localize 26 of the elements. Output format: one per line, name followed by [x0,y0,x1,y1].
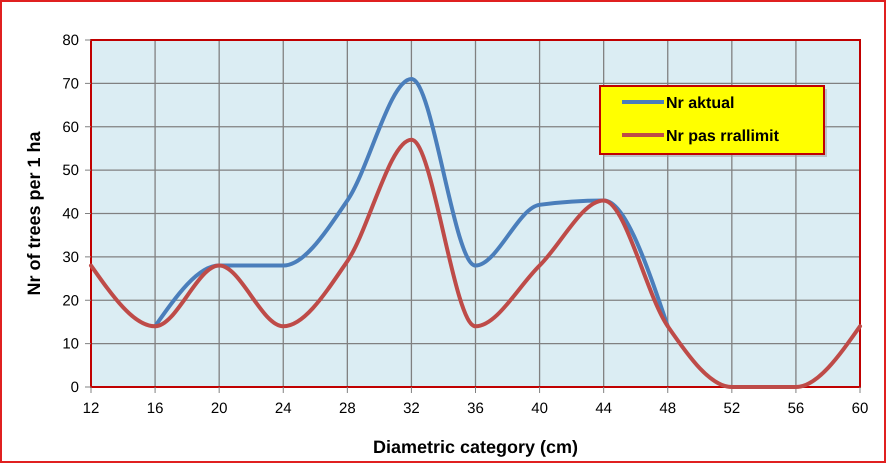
x-tick-label: 32 [403,400,420,417]
x-tick-label: 28 [338,400,356,417]
y-tick-label: 60 [62,118,79,136]
y-tick-label: 70 [62,75,79,92]
legend-label: Nr aktual [666,95,734,112]
x-tick-label: 56 [788,400,804,417]
y-tick-label: 0 [70,379,79,396]
y-tick-label: 30 [62,248,79,266]
y-tick-label: 40 [62,206,79,222]
x-tick-label: 44 [595,400,612,417]
x-tick-label: 40 [531,400,548,417]
x-tick-label: 16 [146,400,164,417]
x-tick-label: 24 [274,400,292,417]
y-tick-label: 20 [62,292,79,310]
y-tick-label: 50 [62,162,79,180]
y-tick-label: 10 [62,336,79,353]
x-tick-label: 12 [82,400,100,417]
legend-label: Nr pas rrallimit [666,128,780,145]
x-tick-label: 60 [852,400,868,417]
y-tick-label: 80 [62,32,79,49]
x-tick-label: 52 [723,400,740,417]
x-tick-label: 48 [659,400,676,417]
x-tick-label: 20 [210,400,228,417]
x-axis-title: Diametric category (cm) [372,437,578,457]
x-tick-label: 36 [467,400,484,417]
y-axis-title: Nr of trees per 1 ha [24,130,44,296]
